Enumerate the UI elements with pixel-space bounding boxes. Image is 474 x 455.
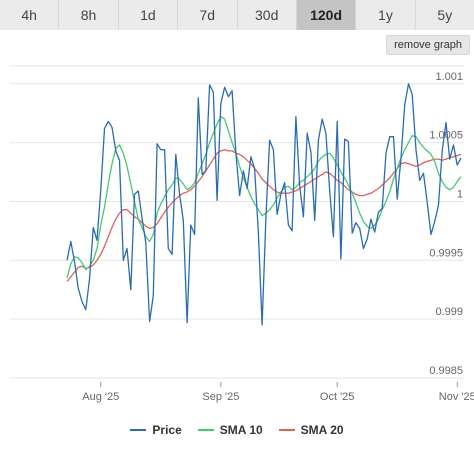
- tab-1y[interactable]: 1y: [356, 0, 416, 30]
- tab-1d[interactable]: 1d: [118, 0, 179, 30]
- legend-item-sma-10[interactable]: SMA 10: [197, 423, 263, 437]
- tab-4h[interactable]: 4h: [0, 0, 60, 30]
- x-tick-label: Oct '25: [320, 391, 355, 403]
- y-axis-labels: 1.001 1.0005 1 0.9995 0.999 0.9985: [429, 71, 463, 377]
- y-tick-label: 0.9985: [429, 365, 463, 377]
- tab-120d[interactable]: 120d: [296, 0, 357, 30]
- legend-swatch-sma-10: [197, 429, 214, 431]
- tab-30d[interactable]: 30d: [237, 0, 297, 30]
- legend-label-sma-20: SMA 20: [300, 423, 344, 437]
- y-tick-label: 1.0005: [429, 130, 463, 142]
- tab-8h[interactable]: 8h: [59, 0, 119, 30]
- y-tick-label: 0.9995: [429, 247, 463, 259]
- legend-label-sma-10: SMA 10: [219, 423, 263, 437]
- x-tick-label: Sep '25: [202, 391, 239, 403]
- y-tick-label: 1.001: [435, 71, 463, 83]
- chart-series: [66, 83, 462, 326]
- remove-graph-button[interactable]: remove graph: [386, 35, 470, 55]
- x-tick-label: Nov '25: [439, 391, 474, 403]
- legend-item-price[interactable]: Price: [130, 423, 182, 437]
- legend-swatch-sma-20: [278, 429, 295, 431]
- legend-swatch-price: [130, 429, 147, 431]
- y-tick-label: 0.999: [435, 306, 463, 318]
- series-line-price: [66, 83, 462, 326]
- tab-7d[interactable]: 7d: [178, 0, 238, 30]
- x-axis-labels: Aug '25 Sep '25 Oct '25 Nov '25: [82, 382, 474, 403]
- tab-5y[interactable]: 5y: [415, 0, 474, 30]
- chart-grid: [10, 65, 464, 379]
- timeframe-tabs: 4h 8h 1d 7d 30d 120d 1y 5y: [0, 0, 474, 30]
- chart-legend: Price SMA 10 SMA 20: [0, 420, 474, 440]
- x-tick-label: Aug '25: [82, 391, 119, 403]
- legend-label-price: Price: [152, 423, 182, 437]
- price-chart: 1.001 1.0005 1 0.9995 0.999 0.9985 Aug '25 Sep…: [10, 65, 474, 403]
- legend-item-sma-20[interactable]: SMA 20: [278, 423, 344, 437]
- y-tick-label: 1: [457, 188, 463, 200]
